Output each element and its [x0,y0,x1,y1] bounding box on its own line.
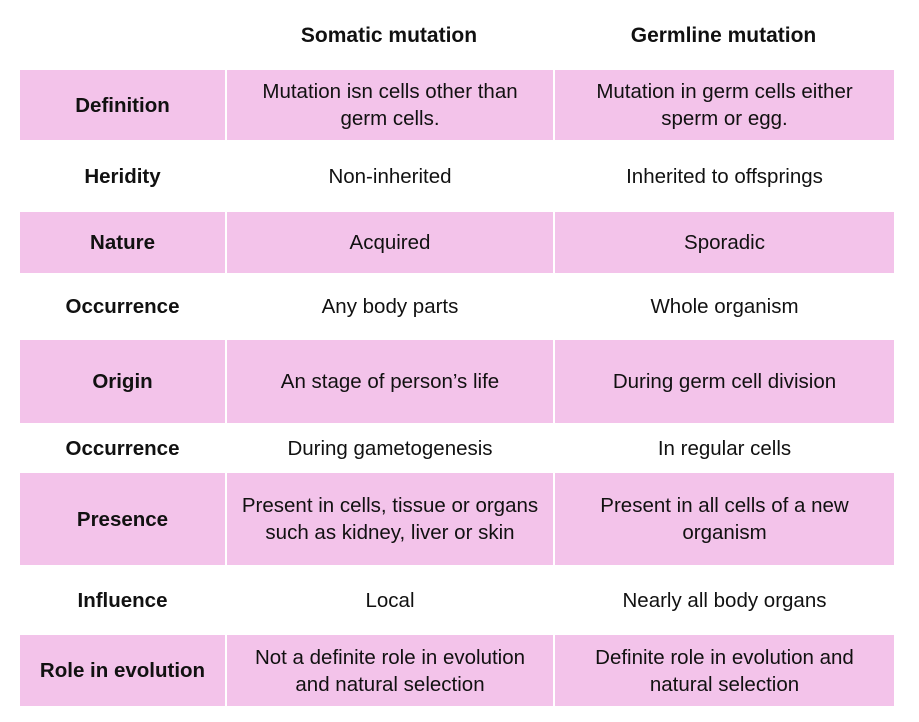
row-label: Occurrence [65,295,180,318]
germline-cell: Definite role in evolution and natural s… [555,635,894,706]
somatic-cell: During gametogenesis [287,436,493,460]
somatic-cell: Non-inherited [328,164,452,188]
table-row-role-in-evolution: Role in evolution Not a definite role in… [20,635,894,706]
germline-cell: In regular cells [657,436,792,460]
column-header-germline: Germline mutation [630,24,817,47]
row-label: Nature [20,212,225,273]
germline-cell: Whole organism [650,295,799,318]
row-label: Influence [77,588,168,612]
row-label: Heridity [84,164,161,188]
table-row-nature: Nature Acquired Sporadic [20,212,894,273]
germline-cell: Nearly all body organs [622,588,827,612]
germline-cell: Present in all cells of a new organism [555,473,894,565]
somatic-cell: An stage of person’s life [227,340,553,423]
row-label: Occurrence [65,436,180,460]
germline-cell: Inherited to offsprings [626,164,823,188]
column-header-somatic: Somatic mutation [300,24,478,47]
somatic-cell: Local [365,588,415,612]
somatic-cell: Not a definite role in evolution and nat… [227,635,553,706]
row-label: Origin [20,340,225,423]
somatic-cell: Any body parts [321,295,459,318]
somatic-cell: Present in cells, tissue or organs such … [227,473,553,565]
table-row-heridity: Heridity Non-inherited Inherited to offs… [20,142,894,210]
row-label: Definition [20,70,225,140]
table-row-occurrence: Occurrence Any body parts Whole organism [20,275,894,338]
germline-cell: Mutation in germ cells either sperm or e… [555,70,894,140]
table-row-presence: Presence Present in cells, tissue or org… [20,473,894,565]
somatic-cell: Mutation isn cells other than germ cells… [227,70,553,140]
row-label: Role in evolution [20,635,225,706]
table-row-definition: Definition Mutation isn cells other than… [20,70,894,140]
table-row-influence: Influence Local Nearly all body organs [20,567,894,633]
germline-cell: During germ cell division [555,340,894,423]
table-row-occurrence-2: Occurrence During gametogenesis In regul… [20,425,894,471]
table-row-origin: Origin An stage of person’s life During … [20,340,894,423]
germline-cell: Sporadic [555,212,894,273]
row-label: Presence [20,473,225,565]
somatic-cell: Acquired [227,212,553,273]
